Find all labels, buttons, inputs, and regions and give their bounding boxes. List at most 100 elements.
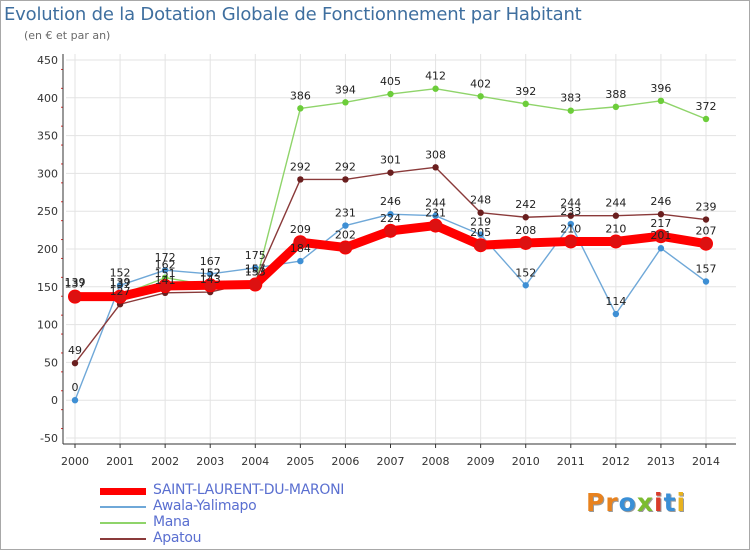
data-label-1: 231 xyxy=(335,207,356,220)
series-point-0 xyxy=(653,229,668,244)
series-point-0 xyxy=(113,289,128,304)
series-point-1 xyxy=(702,278,710,285)
legend-swatch-saint-laurent xyxy=(100,488,146,495)
chart-title: Evolution de la Dotation Globale de Fonc… xyxy=(4,4,582,25)
data-label-2: 405 xyxy=(380,75,401,88)
y-tick-label: 200 xyxy=(37,243,58,256)
data-label-0: 217 xyxy=(650,217,671,230)
data-label-3: 127 xyxy=(110,285,131,298)
logo-letter: o xyxy=(618,488,637,517)
data-label-2: 139 xyxy=(65,276,86,289)
data-label-1: 175 xyxy=(245,249,266,262)
x-tick-label: 2001 xyxy=(106,455,134,468)
data-label-3: 244 xyxy=(560,197,581,210)
x-tick-label: 2007 xyxy=(377,455,405,468)
data-label-3: 246 xyxy=(650,195,671,208)
logo-letter: i xyxy=(676,488,687,517)
series-point-2 xyxy=(702,115,710,123)
series-point-3 xyxy=(71,359,79,367)
logo-letter: i xyxy=(654,488,664,517)
series-point-1 xyxy=(342,222,349,229)
x-tick-label: 2005 xyxy=(286,455,314,468)
y-tick-label: 450 xyxy=(37,54,58,67)
data-label-0: 205 xyxy=(470,226,491,239)
series-point-3 xyxy=(702,216,710,223)
x-tick-label: 2012 xyxy=(602,455,630,468)
series-point-3 xyxy=(432,164,439,171)
x-tick-label: 2006 xyxy=(331,455,359,468)
series-point-2 xyxy=(432,85,439,92)
series-point-2 xyxy=(612,103,620,111)
data-label-2: 388 xyxy=(605,88,626,101)
y-tick-label: 400 xyxy=(37,92,58,105)
data-label-3: 292 xyxy=(335,160,356,173)
logo-letter: t xyxy=(663,488,677,517)
legend-label-awala: Awala-Yalimapo xyxy=(153,498,257,514)
x-tick-label: 2000 xyxy=(61,455,89,468)
y-tick-label: 100 xyxy=(37,319,58,332)
series-point-2 xyxy=(342,99,349,106)
series-point-1 xyxy=(612,310,620,318)
series-point-1 xyxy=(477,231,484,238)
data-label-0: 153 xyxy=(245,266,266,279)
data-label-1: 184 xyxy=(290,242,311,255)
series-point-1 xyxy=(207,270,214,278)
x-tick-label: 2008 xyxy=(422,455,450,468)
series-point-0 xyxy=(383,223,398,238)
x-tick-label: 2013 xyxy=(647,455,675,468)
data-label-3: 308 xyxy=(425,148,446,161)
data-label-1: 167 xyxy=(200,255,221,268)
series-point-2 xyxy=(657,97,665,105)
series-point-1 xyxy=(116,282,124,289)
data-label-2: 386 xyxy=(290,89,311,102)
data-label-1: 157 xyxy=(696,263,717,276)
data-label-2: 152 xyxy=(200,266,221,279)
y-tick-label: 0 xyxy=(51,394,58,407)
series-point-1 xyxy=(387,211,394,218)
series-point-3 xyxy=(522,214,529,221)
data-label-2: 139 xyxy=(110,276,131,289)
data-label-1: 219 xyxy=(470,216,491,229)
legend-label-mana: Mana xyxy=(153,514,190,530)
data-label-1: 233 xyxy=(560,205,581,218)
series-point-1 xyxy=(432,212,439,219)
data-label-1: 244 xyxy=(425,197,446,210)
logo-letter: P xyxy=(586,488,606,517)
series-point-0 xyxy=(608,234,623,249)
x-tick-label: 2009 xyxy=(467,455,495,468)
legend-swatch-awala xyxy=(100,506,146,508)
series-point-0 xyxy=(248,277,263,292)
data-label-0: 137 xyxy=(65,278,86,291)
data-label-0: 202 xyxy=(335,228,356,241)
legend-label-saint-laurent: SAINT-LAURENT-DU-MARONI xyxy=(153,482,345,498)
series-point-1 xyxy=(657,245,665,252)
data-label-0: 137 xyxy=(110,278,131,291)
data-label-0: 231 xyxy=(425,207,446,220)
series-point-0 xyxy=(563,234,578,249)
x-tick-label: 2004 xyxy=(241,455,269,468)
series-point-3 xyxy=(612,212,620,219)
y-tick-label: 300 xyxy=(37,167,58,180)
data-label-0: 208 xyxy=(515,224,536,237)
data-label-3: 244 xyxy=(605,197,626,210)
data-label-0: 209 xyxy=(290,223,311,236)
data-label-0: 210 xyxy=(605,222,626,235)
data-label-1: 172 xyxy=(155,251,176,264)
proxiti-logo: Proxiti xyxy=(586,488,686,517)
series-point-0 xyxy=(428,218,443,233)
data-label-3: 242 xyxy=(515,198,536,211)
data-label-2: 394 xyxy=(335,83,356,96)
data-label-2: 396 xyxy=(650,82,671,95)
data-label-0: 224 xyxy=(380,212,401,225)
data-label-2: 392 xyxy=(515,85,536,98)
series-point-2 xyxy=(387,90,394,98)
series-point-0 xyxy=(518,235,533,250)
legend-swatch-mana xyxy=(100,522,146,524)
data-label-2: 162 xyxy=(155,259,176,272)
data-label-0: 207 xyxy=(696,225,717,238)
series-point-3 xyxy=(567,212,574,219)
series-point-3 xyxy=(657,211,665,218)
series-point-3 xyxy=(477,209,484,216)
legend-swatch-apatou xyxy=(100,538,146,540)
